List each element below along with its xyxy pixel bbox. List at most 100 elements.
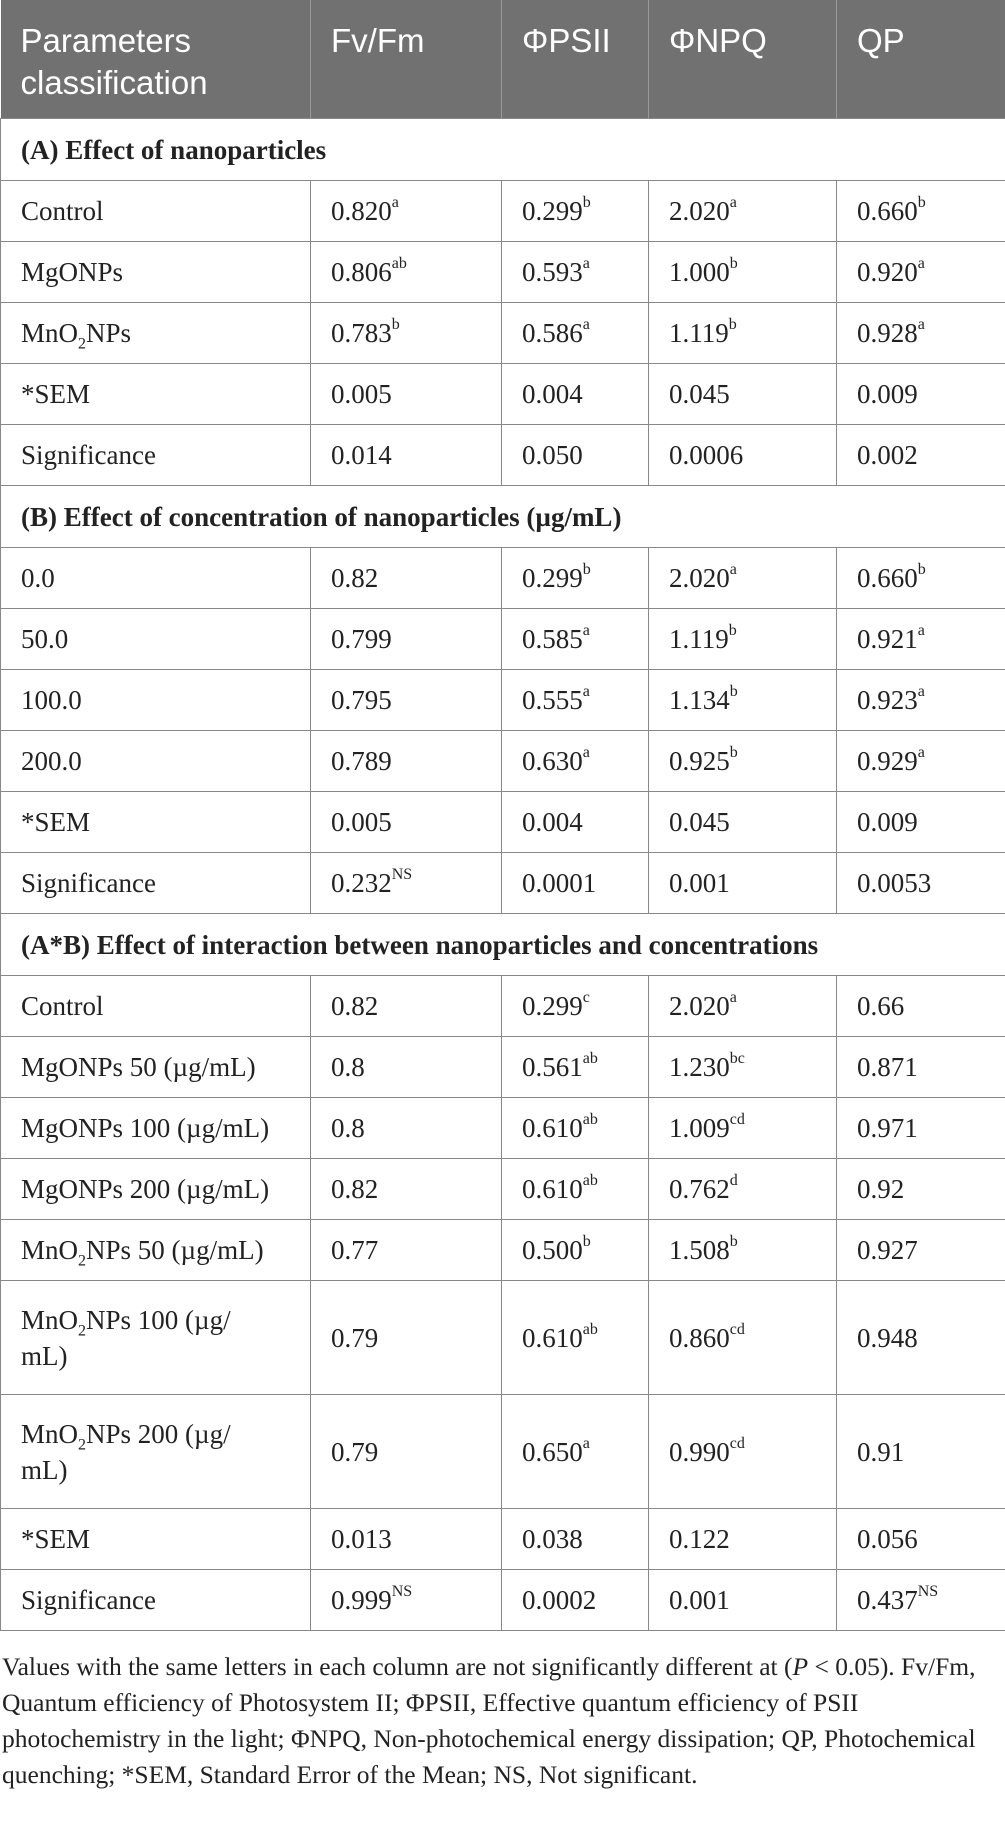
table-cell: 0.82: [310, 1158, 502, 1220]
table-cell: 0.299b: [501, 180, 649, 242]
table-cell: 0.232NS: [310, 852, 502, 914]
table-cell: 1.000b: [648, 241, 837, 303]
significance-letter: a: [582, 683, 590, 700]
header-qp: QP: [836, 0, 1005, 119]
table-cell: 1.119b: [648, 608, 837, 670]
subscript: 2: [78, 1435, 87, 1453]
row-label: MnO2NPs 50 (µg/mL): [0, 1219, 311, 1281]
significance-letter: a: [729, 989, 737, 1006]
cell-value: 0.500: [522, 1235, 583, 1265]
table-cell: 0.500b: [501, 1219, 649, 1281]
row-label: MnO2NPs: [0, 302, 311, 364]
significance-letter: NS: [391, 1583, 413, 1600]
table-cell: 0.871: [836, 1036, 1005, 1098]
significance-letter: b: [917, 561, 926, 578]
section-title: (B) Effect of concentration of nanoparti…: [0, 485, 1005, 548]
cell-value: 0.299: [522, 991, 583, 1021]
significance-letter: a: [917, 683, 925, 700]
row-label: 200.0: [0, 730, 311, 792]
significance-letter: NS: [391, 866, 413, 883]
table-cell: 0.585a: [501, 608, 649, 670]
significance-letter: b: [582, 561, 591, 578]
subscript: 2: [78, 335, 87, 353]
table-cell: 0.004: [501, 363, 649, 425]
row-label: Control: [0, 975, 311, 1037]
table-cell: 1.134b: [648, 669, 837, 731]
cell-value: 2.020: [669, 196, 730, 226]
cell-value: 0.009: [857, 379, 918, 409]
table-cell: 1.119b: [648, 302, 837, 364]
table-cell: 0.971: [836, 1097, 1005, 1159]
row-label: 0.0: [0, 547, 311, 609]
table-body: (A) Effect of nanoparticles Control 0.820a…: [0, 118, 1005, 1631]
row-label: Control: [0, 180, 311, 242]
table-row: Control 0.820a 0.299b 2.020a 0.660b: [0, 180, 1005, 242]
cell-value: 0.79: [331, 1322, 379, 1353]
table-cell: 0.77: [310, 1219, 502, 1281]
table-cell: 1.508b: [648, 1219, 837, 1281]
table-row: MgONPs 50 (µg/mL) 0.8 0.561ab 1.230bc 0.871: [0, 1036, 1005, 1098]
table-cell: 0.0053: [836, 852, 1005, 914]
label-text: MnO: [21, 318, 79, 348]
footnote-text: < 0.05). Fv/Fm, Quantum efficiency of Ph…: [2, 1652, 976, 1789]
significance-letter: b: [917, 194, 926, 211]
cell-value: 0.871: [857, 1052, 918, 1082]
table-cell: 0.045: [648, 363, 837, 425]
cell-value: 0.8: [331, 1052, 365, 1082]
table-cell: 0.593a: [501, 241, 649, 303]
significance-letter: c: [582, 989, 590, 1006]
label-text: NPs 50 (µg/mL): [86, 1235, 264, 1265]
table-cell: 0.009: [836, 791, 1005, 853]
significance-letter: a: [917, 316, 925, 333]
cell-value: 0.923: [857, 685, 918, 715]
cell-value: 0.056: [857, 1524, 918, 1554]
significance-letter: a: [582, 744, 590, 761]
row-label: MgONPs 200 (µg/mL): [0, 1158, 311, 1220]
section-row: (A*B) Effect of interaction between nano…: [0, 913, 1005, 976]
label-text: NPs 200 (µg/: [86, 1418, 231, 1449]
table-cell: 0.860cd: [648, 1280, 837, 1395]
cell-value: 0.928: [857, 318, 918, 348]
table-cell: 0.799: [310, 608, 502, 670]
cell-value: 0.999: [331, 1585, 392, 1615]
cell-value: 1.009: [669, 1113, 730, 1143]
cell-value: 0.013: [331, 1524, 392, 1554]
cell-value: 0.82: [331, 563, 379, 593]
cell-value: 1.119: [669, 318, 729, 348]
cell-value: 0.925: [669, 746, 730, 776]
table-cell: 0.79: [310, 1394, 502, 1509]
table-cell: 2.020a: [648, 180, 837, 242]
table-cell: 0.056: [836, 1508, 1005, 1570]
section-title: (A*B) Effect of interaction between nano…: [0, 913, 1005, 976]
cell-value: 0.045: [669, 379, 730, 409]
table-cell: 0.009: [836, 363, 1005, 425]
header-fvfm: Fv/Fm: [310, 0, 502, 119]
table-row: *SEM 0.005 0.004 0.045 0.009: [0, 791, 1005, 853]
cell-value: 2.020: [669, 991, 730, 1021]
table-cell: 0.610ab: [501, 1158, 649, 1220]
row-label: Significance: [0, 1569, 311, 1631]
cell-value: 0.860: [669, 1322, 730, 1353]
header-parameters: Parameters classification: [0, 0, 311, 119]
cell-value: 0.799: [331, 624, 392, 654]
cell-value: 1.134: [669, 685, 730, 715]
cell-value: 0.004: [522, 379, 583, 409]
significance-letter: a: [917, 622, 925, 639]
significance-letter: a: [582, 255, 590, 272]
table-cell: 0.91: [836, 1394, 1005, 1509]
row-label: MnO2NPs 100 (µg/mL): [0, 1280, 311, 1395]
table-cell: 0.299b: [501, 547, 649, 609]
section-row: (B) Effect of concentration of nanoparti…: [0, 485, 1005, 548]
cell-value: 0.929: [857, 746, 918, 776]
cell-value: 0.91: [857, 1436, 905, 1467]
label-text: mL): [21, 1454, 68, 1485]
table-header: Parameters classification Fv/Fm ΦPSII ΦN…: [0, 0, 1005, 119]
significance-letter: b: [582, 1233, 591, 1250]
table-cell: 0.783b: [310, 302, 502, 364]
significance-letter: cd: [729, 1434, 745, 1452]
table-cell: 0.014: [310, 424, 502, 486]
cell-value: 0.789: [331, 746, 392, 776]
label-text: *SEM: [21, 807, 91, 837]
cell-value: 0.045: [669, 807, 730, 837]
cell-value: 0.82: [331, 991, 379, 1021]
